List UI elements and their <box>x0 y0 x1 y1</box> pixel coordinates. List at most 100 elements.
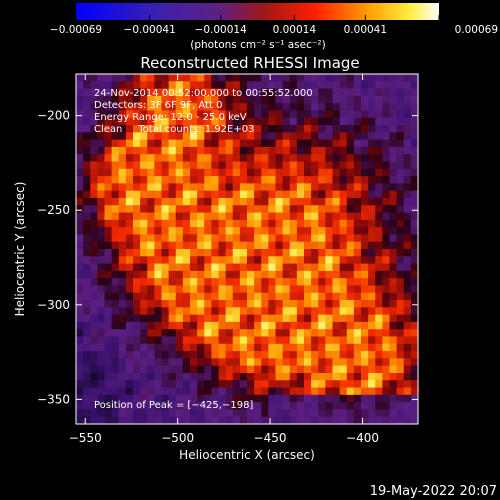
heatmap-cell <box>304 256 312 265</box>
heatmap-cell <box>218 387 227 396</box>
heatmap-cell <box>318 300 326 308</box>
heatmap-cell <box>190 81 198 90</box>
heatmap-cell <box>104 416 113 424</box>
heatmap-cell <box>118 372 127 381</box>
heatmap-cell <box>204 416 212 424</box>
heatmap-cell <box>154 88 163 97</box>
heatmap-cell <box>389 197 398 206</box>
heatmap-cell <box>111 197 120 206</box>
heatmap-cell <box>211 154 220 163</box>
heatmap-cell <box>154 212 163 221</box>
heatmap-cell <box>76 88 84 97</box>
heatmap-cell <box>282 81 291 90</box>
heatmap-cell <box>83 117 91 126</box>
heatmap-cell <box>232 351 241 359</box>
heatmap-cell <box>97 270 106 279</box>
heatmap-cell <box>239 343 248 352</box>
heatmap-cell <box>97 176 106 184</box>
heatmap-cell <box>389 307 398 316</box>
heatmap-cell <box>396 263 405 272</box>
heatmap-cell <box>154 416 163 424</box>
heatmap-cell <box>147 125 155 133</box>
heatmap-cell <box>254 132 262 141</box>
heatmap-cell <box>282 351 291 359</box>
heatmap-cell <box>161 372 170 381</box>
heatmap-cell <box>332 343 341 352</box>
heatmap-cell <box>332 321 341 330</box>
heatmap-cell <box>247 146 255 155</box>
heatmap-cell <box>218 285 227 294</box>
heatmap-cell <box>382 416 391 424</box>
heatmap-cell <box>133 402 141 411</box>
heatmap-cell <box>353 132 362 141</box>
heatmap-cell <box>318 146 326 155</box>
heatmap-cell <box>204 103 212 112</box>
heatmap-cell <box>410 183 418 192</box>
heatmap-cell <box>211 227 220 236</box>
heatmap-cell <box>261 402 269 411</box>
heatmap-cell <box>76 263 84 272</box>
heatmap-cell <box>154 263 163 272</box>
heatmap-cell <box>232 212 241 221</box>
heatmap-cell <box>218 74 227 82</box>
heatmap-cell <box>83 241 91 250</box>
heatmap-cell <box>403 168 412 177</box>
heatmap-cell <box>182 321 191 330</box>
heatmap-cell <box>247 212 255 221</box>
heatmap-cell <box>161 117 170 126</box>
heatmap-cell <box>318 307 326 316</box>
heatmap-cell <box>282 176 291 184</box>
heatmap-cell <box>403 394 412 403</box>
heatmap-cell <box>182 139 191 148</box>
heatmap-cell <box>90 110 98 119</box>
heatmap-cell <box>254 81 262 90</box>
heatmap-cell <box>168 227 177 236</box>
heatmap-cell <box>154 146 163 155</box>
heatmap-cell <box>225 351 234 359</box>
heatmap-cell <box>268 402 277 411</box>
heatmap-cell <box>204 176 212 184</box>
heatmap-cell <box>147 212 155 221</box>
heatmap-cell <box>140 416 148 424</box>
heatmap-cell <box>396 197 405 206</box>
heatmap-cell <box>76 292 84 301</box>
heatmap-cell <box>311 365 319 374</box>
heatmap-cell <box>353 205 362 214</box>
heatmap-cell <box>368 321 376 330</box>
heatmap-cell <box>353 227 362 236</box>
heatmap-cell <box>197 154 205 163</box>
heatmap-cell <box>275 125 284 133</box>
heatmap-cell <box>118 161 127 170</box>
heatmap-cell <box>296 336 305 345</box>
heatmap-cell <box>261 88 269 97</box>
heatmap-cell <box>239 110 248 119</box>
heatmap-cell <box>168 110 177 119</box>
heatmap-cell <box>389 234 398 243</box>
heatmap-cell <box>225 161 234 170</box>
heatmap-cell <box>140 125 148 133</box>
heatmap-cell <box>190 103 198 112</box>
heatmap-cell <box>389 139 398 148</box>
heatmap-cell <box>275 161 284 170</box>
heatmap-cell <box>304 117 312 126</box>
heatmap-cell <box>318 205 326 214</box>
heatmap-cell <box>125 278 134 287</box>
heatmap-cell <box>375 95 383 104</box>
heatmap-cell <box>268 241 277 250</box>
heatmap-cell <box>211 190 220 199</box>
heatmap-cell <box>275 190 284 199</box>
heatmap-cell <box>232 146 241 155</box>
heatmap-cell <box>332 234 341 243</box>
heatmap-cell <box>211 394 220 403</box>
heatmap-cell <box>275 343 284 352</box>
heatmap-cell <box>396 139 405 148</box>
heatmap-cell <box>140 117 148 126</box>
heatmap-cell <box>311 110 319 119</box>
heatmap-cell <box>140 285 148 294</box>
heatmap-cell <box>197 197 205 206</box>
heatmap-cell <box>361 365 369 374</box>
heatmap-cell <box>218 176 227 184</box>
heatmap-cell <box>140 190 148 199</box>
heatmap-cell <box>218 256 227 265</box>
heatmap-cell <box>375 227 383 236</box>
